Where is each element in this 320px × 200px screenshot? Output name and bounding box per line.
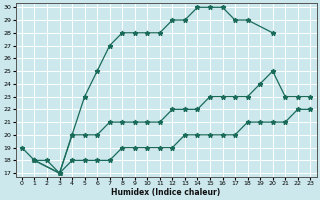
X-axis label: Humidex (Indice chaleur): Humidex (Indice chaleur)	[111, 188, 221, 197]
